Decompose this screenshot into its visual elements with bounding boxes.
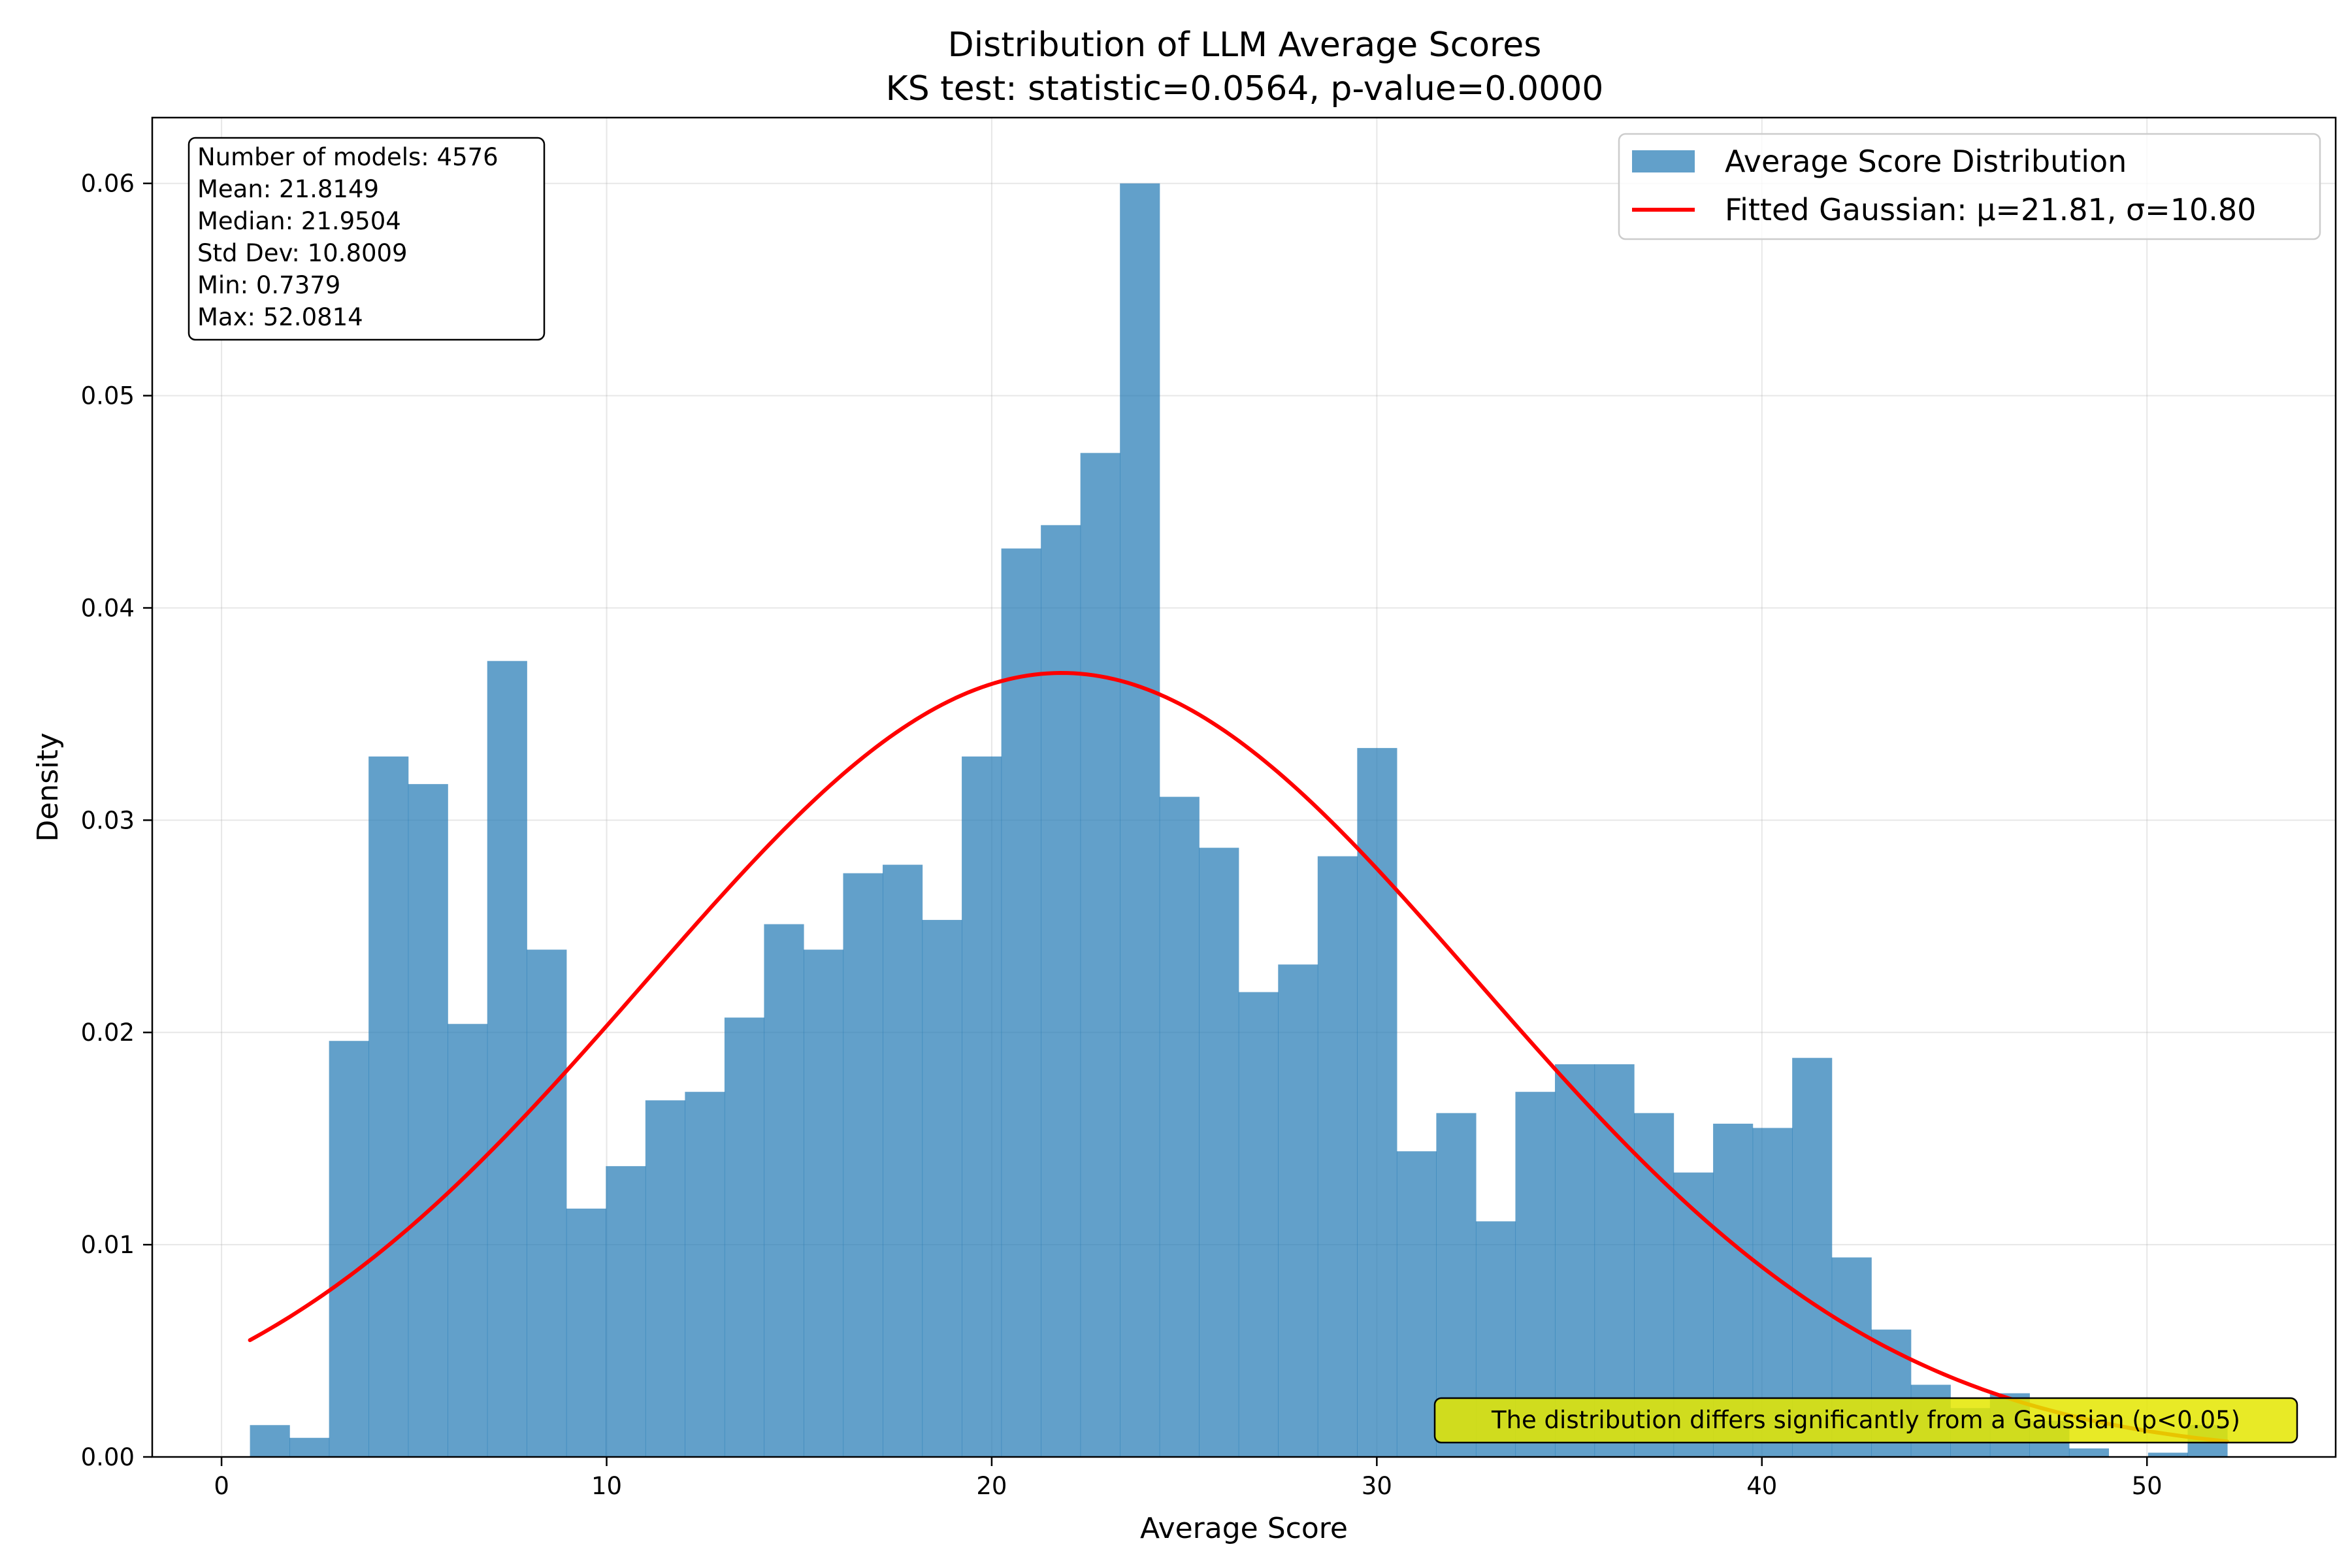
histogram-bar-29 [1396,1151,1437,1457]
histogram-bar-27 [1317,856,1358,1457]
histogram-bar-14 [803,949,844,1457]
significance-note-text: The distribution differs significantly f… [1491,1406,2240,1434]
histogram-bar-1 [289,1437,330,1457]
stats-min: Min: 0.7379 [197,271,340,299]
x-tick-label-0: 0 [214,1472,229,1500]
x-tick-label-5: 50 [2132,1472,2163,1500]
y-tick-label-4: 0.04 [81,594,135,622]
histogram-bar-8 [566,1208,606,1457]
stats-count: Number of models: 4576 [197,143,498,171]
histogram-bar-32 [1515,1092,1556,1457]
histogram-bar-22 [1120,183,1160,1458]
histogram-bar-3 [368,756,409,1457]
x-tick-label-4: 40 [1746,1472,1777,1500]
histogram-bar-20 [1041,525,1081,1457]
histogram-bar-0 [250,1425,290,1457]
y-tick-label-6: 0.06 [81,170,135,198]
chart-title-line1: Distribution of LLM Average Scores [948,25,1542,65]
histogram-bar-39 [1792,1058,1833,1457]
x-tick-label-1: 10 [591,1472,622,1500]
stats-box: Number of models: 4576 Mean: 21.8149 Med… [188,137,546,341]
plot-frame [151,116,2337,1458]
y-axis-label: Density [31,732,65,841]
legend: Average Score Distribution Fitted Gaussi… [1618,133,2321,240]
x-axis-ticks: 0 10 20 30 40 50 [214,1457,2163,1500]
histogram-bar-5 [448,1024,488,1457]
significance-note-background [1433,1397,2298,1444]
significance-note: The distribution differs significantly f… [1433,1397,2298,1444]
legend-label-gaussian: Fitted Gaussian: μ=21.81, σ=10.80 [1725,192,2256,227]
histogram-bar-13 [764,924,804,1457]
histogram-bar-10 [645,1100,685,1457]
y-tick-label-2: 0.02 [81,1019,135,1047]
histogram-bar-19 [1001,548,1041,1457]
y-axis-ticks: 0.00 0.01 0.02 0.03 0.04 0.05 0.06 [81,170,152,1471]
x-tick-label-3: 30 [1362,1472,1392,1500]
histogram-bar-17 [922,920,962,1457]
histogram-bar-46 [2068,1448,2109,1457]
histogram-bar-23 [1159,796,1200,1457]
histogram-bar-26 [1278,964,1318,1457]
histogram-bar-25 [1238,992,1279,1457]
y-tick-label-0: 0.00 [81,1443,135,1471]
histogram-bar-16 [883,864,923,1457]
gaussian-curve [248,671,2229,1444]
histogram-bar-2 [329,1041,369,1457]
histogram-bar-9 [606,1166,646,1457]
legend-swatch-histogram [1632,150,1695,172]
histogram-bar-6 [487,661,527,1458]
histogram-bar-33 [1554,1064,1595,1457]
x-tick-label-2: 20 [976,1472,1007,1500]
histogram-bar-4 [408,784,448,1457]
legend-frame [1618,133,2321,240]
y-tick-label-5: 0.05 [81,382,135,410]
histogram-bar-7 [527,949,567,1457]
stats-box-frame [188,137,546,341]
histogram-bar-48 [2148,1452,2189,1457]
histogram-bar-24 [1199,847,1239,1457]
y-tick-label-3: 0.03 [81,806,135,834]
y-tick-label-1: 0.01 [81,1231,135,1259]
x-axis-label: Average Score [1140,1512,1348,1545]
stats-max: Max: 52.0814 [197,303,363,331]
stats-std-dev: Std Dev: 10.8009 [197,239,408,267]
chart-title-line2: KS test: statistic=0.0564, p-value=0.000… [886,69,1604,108]
histogram-bar-11 [685,1092,725,1457]
legend-label-histogram: Average Score Distribution [1725,144,2127,179]
histogram-bar-21 [1080,453,1120,1457]
histogram-bar-34 [1594,1064,1635,1457]
stats-mean: Mean: 21.8149 [197,175,379,203]
stats-median: Median: 21.9504 [197,207,401,235]
histogram-bar-18 [962,756,1002,1457]
histogram-bar-12 [724,1017,765,1457]
histogram-bar-15 [843,873,883,1457]
